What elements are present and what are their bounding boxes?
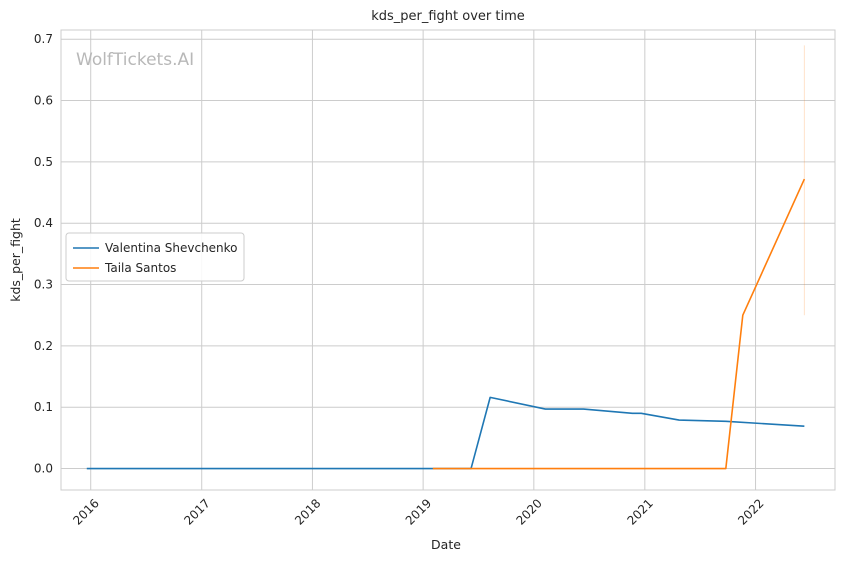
watermark: WolfTickets.AI: [76, 50, 194, 70]
y-tick-label: 0.3: [34, 278, 53, 292]
y-tick-label: 0.1: [34, 400, 53, 414]
y-tick-label: 0.6: [34, 94, 53, 108]
x-axis-title: Date: [431, 537, 461, 552]
legend: Valentina Shevchenko Taila Santos: [65, 232, 245, 282]
y-tick-label: 0.0: [34, 462, 53, 476]
legend-label-taila: Taila Santos: [104, 261, 176, 275]
series-line-0: [86, 396, 805, 470]
y-axis-title: kds_per_fight: [8, 218, 23, 302]
y-tick-label: 0.2: [34, 339, 53, 353]
legend-label-valentina: Valentina Shevchenko: [105, 241, 238, 255]
y-tick-label: 0.7: [34, 32, 53, 46]
y-tick-label: 0.5: [34, 155, 53, 169]
legend-box: [65, 232, 245, 282]
series-layer: [86, 178, 806, 470]
plot-frame: [60, 29, 836, 491]
chart-title: kds_per_fight over time: [371, 9, 525, 24]
y-axis-ticks: 0.0 0.1 0.2 0.3 0.4 0.5 0.6 0.7: [34, 32, 53, 475]
series-line-1: [432, 178, 806, 470]
y-tick-label: 0.4: [34, 216, 53, 230]
